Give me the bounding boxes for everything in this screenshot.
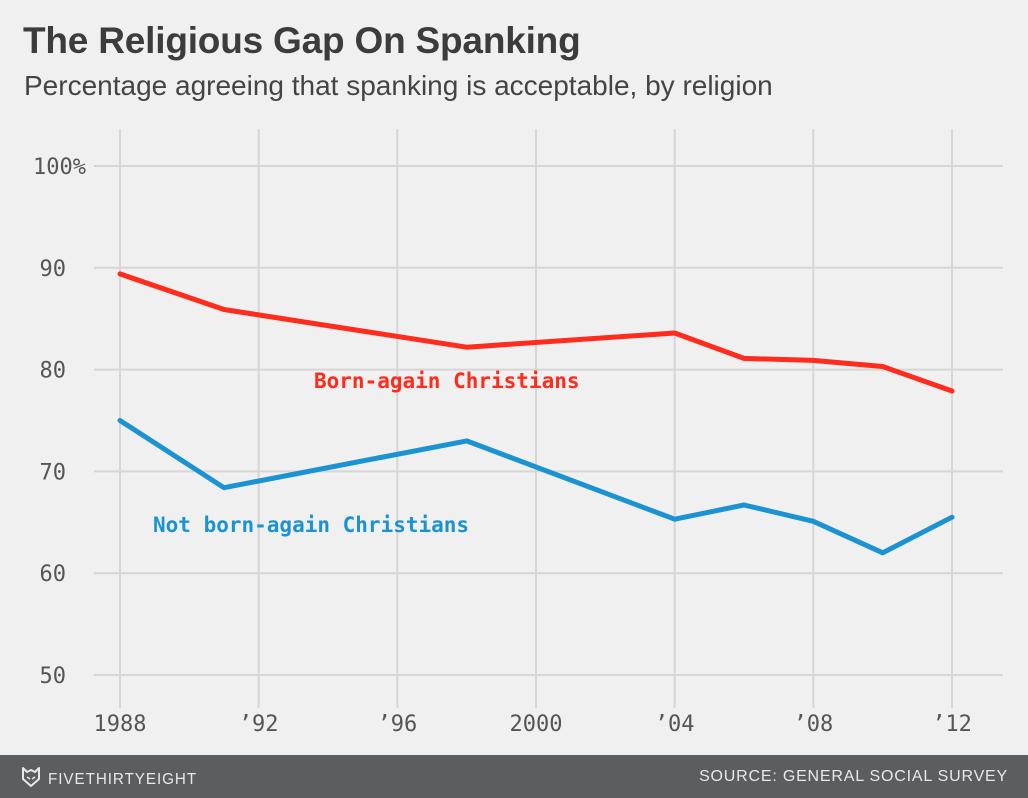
- series-lines: [117, 271, 955, 556]
- x-tick-label: 2000: [510, 712, 563, 737]
- y-tick-label: 70: [40, 460, 67, 485]
- source-note: SOURCE: GENERAL SOCIAL SURVEY: [699, 768, 1008, 785]
- series-line-1: [117, 418, 955, 556]
- y-tick-label: 60: [40, 562, 67, 587]
- fox-logo-icon: [22, 767, 40, 792]
- chart-subtitle: Percentage agreeing that spanking is acc…: [24, 70, 773, 101]
- vertical-gridlines: [119, 129, 953, 708]
- y-tick-label: 100%: [33, 155, 86, 180]
- y-tick-label: 90: [40, 257, 67, 282]
- line-chart: 50 60 70 80 90 100% 1988 ’92 ’96 2000 ’04 ’08 ’12 B…: [33, 129, 1003, 737]
- series-label-not-born-again: Not born-again Christians: [153, 513, 469, 537]
- x-tick-label: ’92: [239, 712, 279, 737]
- brand: FIVETHIRTYEIGHT: [22, 767, 205, 792]
- x-tick-label: ’12: [932, 712, 972, 737]
- y-tick-label: 80: [40, 359, 67, 384]
- y-tick-label: 50: [40, 664, 67, 689]
- x-tick-label: ’08: [793, 712, 833, 737]
- x-tick-label: ’96: [377, 712, 417, 737]
- series-label-born-again: Born-again Christians: [314, 369, 580, 393]
- brand-name: FIVETHIRTYEIGHT: [48, 770, 198, 788]
- x-tick-label: 1988: [94, 712, 147, 737]
- horizontal-gridlines: [94, 165, 1003, 676]
- chart-title: The Religious Gap On Spanking: [23, 20, 581, 61]
- x-tick-label: ’04: [655, 712, 695, 737]
- footer-bar: FIVETHIRTYEIGHT SOURCE: GENERAL SOCIAL S…: [0, 755, 1028, 798]
- x-axis-tick-labels: 1988 ’92 ’96 2000 ’04 ’08 ’12: [94, 712, 972, 737]
- series-line-0: [117, 271, 955, 394]
- y-axis-tick-labels: 50 60 70 80 90 100%: [33, 155, 86, 689]
